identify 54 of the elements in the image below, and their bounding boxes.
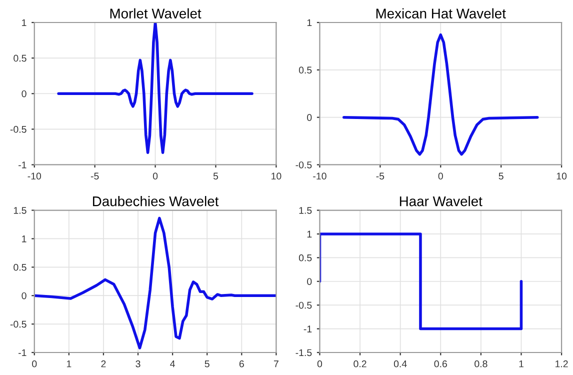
x-tick-label: 5 [204,360,210,368]
x-tick-label: 2 [101,360,106,368]
y-tick-label: 1.5 [14,207,26,214]
x-tick-label: 0 [32,360,37,368]
x-tick-label: 6 [239,360,244,368]
line-series [34,216,276,350]
chart-title: Morlet Wavelet [110,8,202,18]
x-tick-label: 0 [317,360,322,368]
chart-title: Daubechies Wavelet [93,196,219,206]
x-tick-label: 1.2 [556,360,568,368]
chart-title: Haar Wavelet [400,196,482,206]
x-tick-label: 0 [152,172,158,180]
y-tick-label: -0.5 [296,161,312,168]
y-tick-label: 1 [22,19,26,26]
y-tick-label: -0.5 [10,126,26,133]
y-tick-label: -0.5 [296,302,312,309]
y-tick-label: 0 [22,292,26,300]
line-series [342,33,539,156]
y-tick-label: -1 [18,162,26,168]
x-tick-label: 0.8 [474,360,488,368]
y-tick-label: 0 [22,90,26,98]
y-tick-label: 0 [307,114,312,121]
x-tick-label: 1 [519,360,524,368]
x-tick-label: 10 [272,172,282,180]
y-tick-label: -1.5 [296,349,312,356]
x-tick-label: 10 [556,172,567,180]
y-tick-label: 0.5 [14,54,26,62]
y-tick-label: 0.5 [14,264,26,271]
y-tick-label: 0.5 [298,66,312,74]
x-tick-label: 0.4 [394,360,407,368]
y-tick-label: 0 [307,278,312,285]
x-tick-label: 5 [213,172,218,180]
x-tick-label: 0.6 [434,360,447,368]
x-tick-label: -5 [376,172,384,180]
x-tick-label: 5 [498,172,504,180]
x-tick-label: -10 [28,172,42,180]
chart-title: Mexican Hat Wavelet [376,8,506,18]
x-tick-label: 0 [438,172,443,180]
y-tick-label: -0.5 [10,320,26,328]
x-tick-label: 4 [170,360,175,368]
x-tick-label: 3 [136,360,140,368]
y-tick-label: 1 [22,236,26,242]
y-tick-label: 0.5 [298,254,312,262]
y-tick-label: 1 [307,19,312,26]
x-tick-label: -5 [90,172,99,180]
y-tick-label: 1 [307,230,312,238]
x-tick-label: 0.2 [354,360,366,368]
line-series [57,22,254,154]
y-tick-label: 1.5 [299,207,312,214]
x-tick-label: 1 [66,360,72,368]
y-tick-label: -1 [304,326,312,332]
x-tick-label: 7 [274,360,278,368]
x-tick-label: -10 [313,172,326,180]
y-tick-label: -1 [18,349,26,356]
